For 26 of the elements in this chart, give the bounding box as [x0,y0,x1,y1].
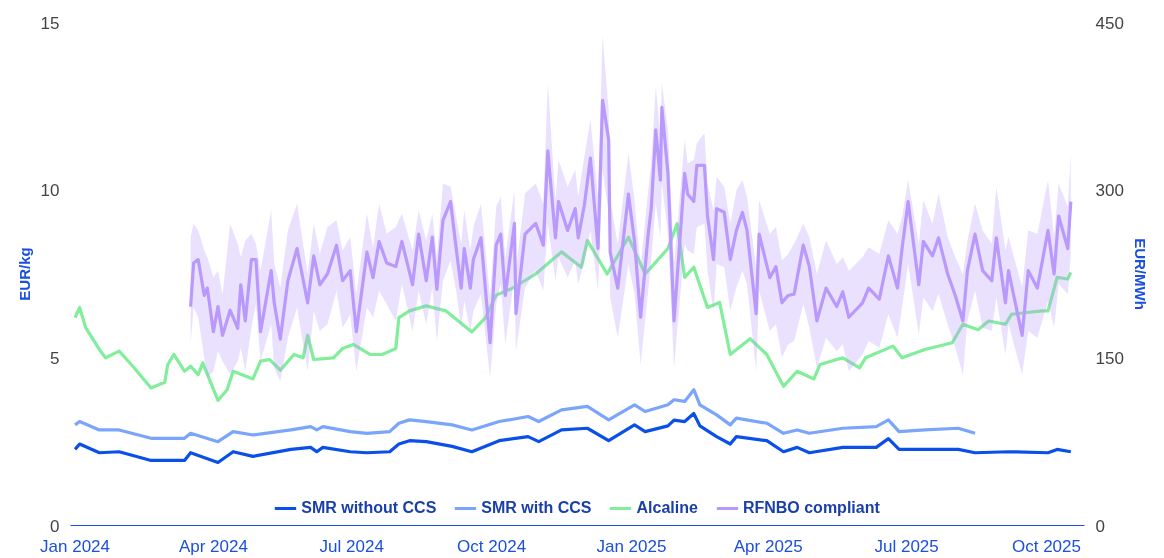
legend-label: RFNBO compliant [742,499,880,517]
y2-tick-label: 450 [1095,13,1124,33]
y-tick-label: 15 [40,13,60,33]
y2-tick-label: 150 [1095,348,1124,368]
x-tick-label: Jan 2024 [40,536,111,556]
line-series [73,411,1073,465]
x-tick-label: Oct 2025 [1012,536,1081,556]
legend-label: SMR without CCS [301,499,437,517]
x-tick-label: Jan 2025 [596,536,667,556]
legend-label: SMR with CCS [481,499,592,517]
y2-tick-label: 300 [1095,181,1124,201]
x-tick-label: Oct 2024 [457,536,527,556]
y-axis-title: EUR/kg [15,247,33,301]
y2-tick-label: 0 [1095,516,1105,536]
x-tick-label: Apr 2025 [733,536,803,556]
line-series [73,222,1073,403]
line-series [73,388,977,444]
x-tick-label: Jul 2025 [874,536,939,556]
y-tick-label: 5 [50,348,60,368]
legend-label: Alcaline [636,499,698,517]
x-tick-label: Jul 2024 [319,536,384,556]
x-tick-label: Apr 2024 [178,536,248,556]
y-tick-label: 10 [40,181,60,201]
y-tick-label: 0 [50,516,60,536]
y2-axis-title: EUR/MWh [1131,238,1149,310]
line-series [189,98,1073,345]
